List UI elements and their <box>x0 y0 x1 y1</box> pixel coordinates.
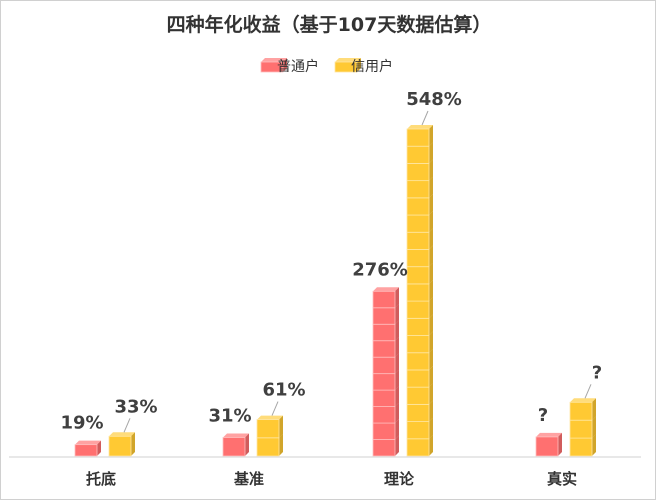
bar-cube-credit-2-16 <box>406 159 433 182</box>
category-label-1: 基准 <box>233 470 264 488</box>
legend-swatch-credit <box>334 58 361 73</box>
category-label-0: 托底 <box>86 470 116 488</box>
category-label-2: 理论 <box>384 470 415 488</box>
leader-line-0 <box>123 418 131 433</box>
data-label-credit-0: 33% <box>114 396 157 417</box>
data-label-regular-2: 276% <box>352 259 408 280</box>
leader-line-2 <box>421 110 429 126</box>
bar-regular-2 <box>372 287 399 457</box>
bar-credit-0 <box>108 432 135 457</box>
bar-cube-regular-1-0 <box>222 433 249 457</box>
bars-layer <box>74 125 596 457</box>
legend-cube-credit <box>334 58 361 73</box>
bar-cube-credit-3-2 <box>569 398 596 421</box>
legend-cube-regular <box>260 58 287 73</box>
bar-cube-credit-2-4 <box>406 365 433 388</box>
bar-regular-1 <box>222 433 249 457</box>
bar-cube-credit-0-0 <box>108 432 135 457</box>
legend-swatch-regular <box>260 58 287 73</box>
chart-title: 四种年化收益（基于107天数据估算） <box>167 13 492 36</box>
data-label-credit-1: 61% <box>262 380 305 401</box>
legend-item-regular: 普通户 <box>260 58 319 75</box>
legend: 普通户 信用户 <box>260 58 393 75</box>
bar-cube-credit-2-18 <box>406 125 433 147</box>
data-label-regular-3: ? <box>538 405 548 426</box>
bar-regular-0 <box>74 440 101 457</box>
legend-label-regular: 普通户 <box>277 58 319 75</box>
category-label-3: 真实 <box>547 470 577 488</box>
bar-cube-regular-2-9 <box>372 287 399 309</box>
data-labels: 19% 31% 276%? 33% 61% 548%? <box>60 89 602 434</box>
leader-lines <box>123 110 592 433</box>
bar-cube-regular-3-0 <box>535 432 562 457</box>
data-label-credit-2: 548% <box>406 89 462 110</box>
legend-item-credit: 信用户 <box>334 58 393 75</box>
data-label-regular-1: 31% <box>208 406 251 427</box>
bar-credit-2 <box>406 125 433 457</box>
leader-line-1 <box>271 401 279 416</box>
category-labels: 托底 基准 理论 真实 <box>86 470 577 488</box>
bar-credit-1 <box>256 415 283 457</box>
bar-cube-regular-0-0 <box>74 440 101 457</box>
data-label-credit-3: ? <box>592 362 602 383</box>
data-label-regular-0: 19% <box>60 413 103 434</box>
bar-cube-credit-1-1 <box>256 415 283 439</box>
bar-regular-3 <box>535 432 562 457</box>
legend-label-credit: 信用户 <box>351 58 393 75</box>
bar-credit-3 <box>569 398 596 457</box>
leader-line-3 <box>584 384 592 399</box>
